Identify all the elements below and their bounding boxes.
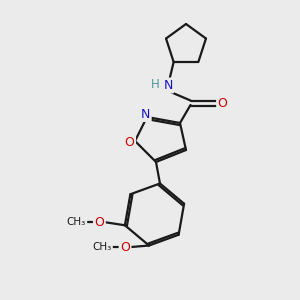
Text: O: O [120, 241, 130, 254]
Text: N: N [141, 107, 150, 121]
Text: H: H [151, 77, 160, 91]
Text: O: O [125, 136, 134, 149]
Text: N: N [163, 79, 173, 92]
Text: O: O [94, 216, 104, 229]
Text: O: O [218, 97, 227, 110]
Text: CH₃: CH₃ [67, 217, 86, 227]
Text: CH₃: CH₃ [92, 242, 112, 252]
